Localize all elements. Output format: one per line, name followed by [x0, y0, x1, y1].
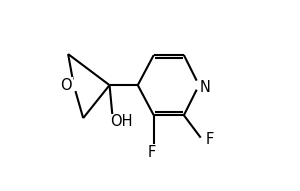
Text: O: O: [60, 78, 72, 93]
Text: N: N: [199, 79, 210, 95]
Text: F: F: [205, 132, 213, 147]
Text: F: F: [148, 145, 156, 160]
Text: OH: OH: [110, 114, 133, 129]
